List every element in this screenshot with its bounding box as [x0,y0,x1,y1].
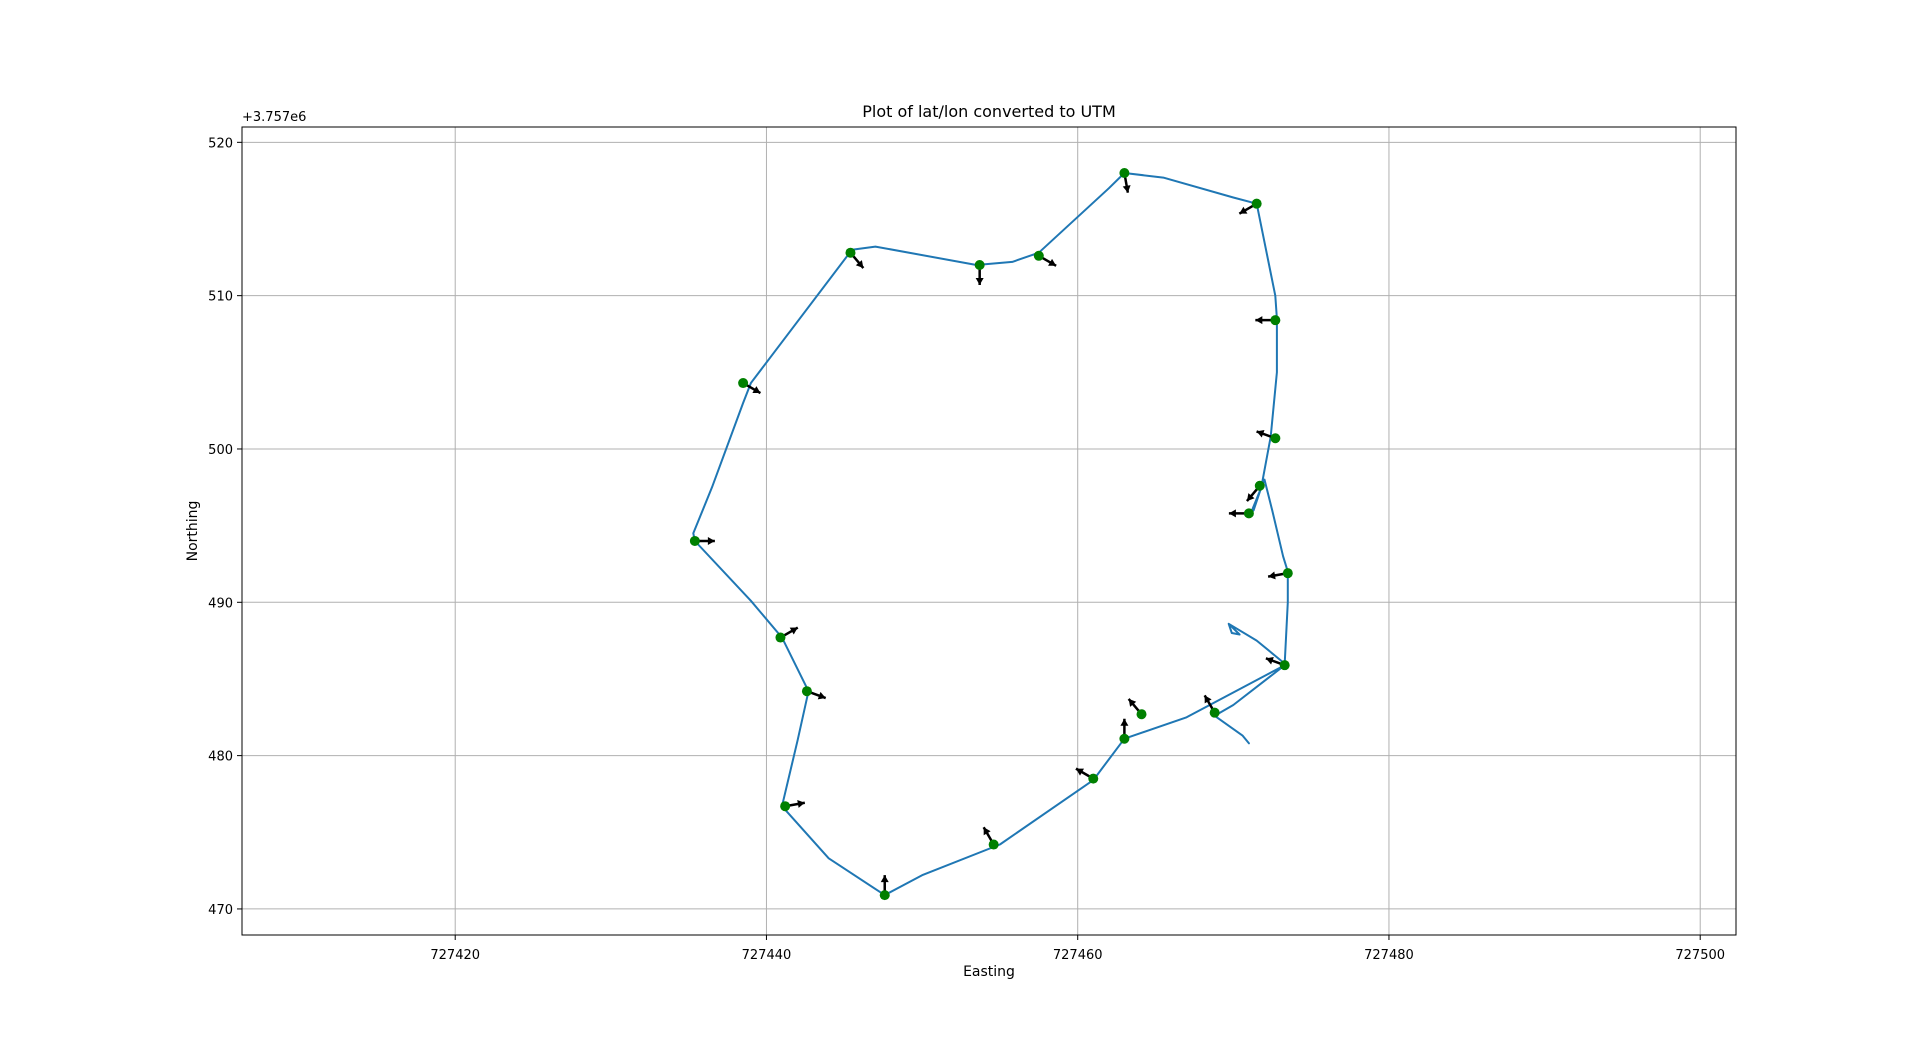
heading-arrow-head [1239,206,1248,214]
waypoint-marker [1270,433,1281,444]
heading-arrows [694,172,1289,896]
grid-lines [242,127,1736,935]
waypoint-marker [1251,198,1262,209]
heading-arrow-head [1255,316,1263,325]
waypoint-marker [988,839,999,850]
heading-arrow-head [1122,185,1131,193]
heading-arrow-head [817,691,826,700]
waypoint-marker [1119,733,1130,744]
track-polyline [692,172,1289,897]
chart-title: Plot of lat/lon converted to UTM [862,102,1116,121]
heading-arrow-head [880,875,889,883]
heading-arrow-head [752,386,761,394]
waypoint-marker [1209,707,1220,718]
y-axis-label: Northing [185,501,201,562]
waypoint-marker [1243,508,1254,519]
waypoint-markers [689,167,1293,901]
heading-arrow-head [1075,768,1085,776]
waypoint-marker [801,686,812,697]
track-line [692,172,1289,897]
heading-arrow-head [1246,493,1255,502]
x-tick-label: 727440 [742,948,792,963]
waypoint-marker [879,890,890,901]
waypoint-marker [780,801,791,812]
heading-arrow-head [789,627,798,635]
waypoint-marker [689,535,700,546]
waypoint-marker [1119,167,1130,178]
heading-arrow-head [855,260,864,269]
heading-arrow-head [1256,430,1265,438]
axis-ticks: 727420 727440 727460 727480 727500 470 480 490 5… [208,136,1725,963]
y-axis-offset-label: +3.757e6 [242,110,306,125]
waypoint-marker [1088,773,1099,784]
heading-arrow-head [1204,695,1212,704]
x-tick-label: 727480 [1364,948,1414,963]
y-tick-label: 470 [208,903,233,918]
heading-arrow-head [1268,571,1276,580]
y-tick-label: 520 [208,136,233,151]
y-tick-label: 510 [208,290,233,305]
heading-arrow-head [797,800,805,808]
heading-arrow-head [1120,718,1129,726]
y-tick-label: 500 [208,443,233,458]
heading-arrow-head [1265,656,1274,665]
waypoint-marker [1270,315,1281,326]
waypoint-marker [1279,660,1290,671]
waypoint-marker [974,259,985,270]
heading-arrow-head [983,827,991,836]
x-tick-label: 727500 [1675,948,1725,963]
y-tick-label: 480 [208,750,233,765]
x-tick-label: 727460 [1053,948,1103,963]
waypoint-marker [1136,709,1147,720]
waypoint-marker [1033,250,1044,261]
x-axis-label: Easting [963,964,1015,980]
heading-arrow-head [707,536,715,545]
heading-arrow-head [1048,258,1057,266]
y-tick-label: 490 [208,596,233,611]
plot-area-frame [241,126,1737,936]
heading-arrow-head [975,277,984,285]
heading-arrow-head [1128,698,1137,707]
heading-arrow-head [1228,509,1236,518]
waypoint-marker [738,378,749,389]
waypoint-marker [1282,568,1293,579]
waypoint-marker [845,247,856,258]
waypoint-marker [1254,480,1265,491]
waypoint-marker [775,632,786,643]
x-tick-label: 727420 [430,948,480,963]
